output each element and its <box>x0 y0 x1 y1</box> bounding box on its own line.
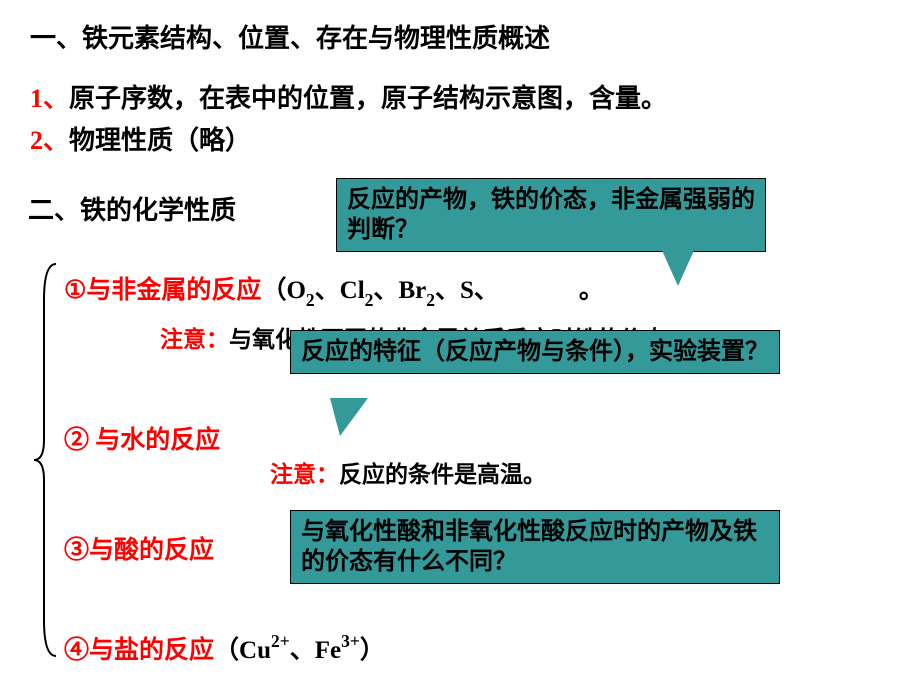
callout-1: 反应的产物，铁的价态，非金属强弱的判断？ <box>336 178 766 252</box>
sub4-Cu-charge: 2+ <box>271 631 290 651</box>
callout-2: 反应的特征（反应产物与条件），实验装置？ <box>290 330 780 374</box>
sub1-S: S <box>460 277 474 304</box>
sub2-text: 与水的反应 <box>95 427 220 454</box>
sub3-num: ③ <box>64 537 89 564</box>
sub4-Cu: Cu <box>239 637 271 664</box>
sub1-Br2: 2 <box>426 290 435 310</box>
sub-item-4: ④与盐的反应（Cu2+、Fe3+） <box>64 630 385 666</box>
sep4: 、 <box>474 277 499 304</box>
sub4-Fe: Fe <box>315 637 341 664</box>
sub4-paren-open: （ <box>214 637 239 664</box>
callout2-tail <box>330 398 368 436</box>
sub4-num: ④ <box>64 637 89 664</box>
callout1-text: 反应的产物，铁的价态，非金属强弱的判断？ <box>347 186 755 243</box>
slide-content: 一、铁元素结构、位置、存在与物理性质概述 1、原子序数，在表中的位置，原子结构示… <box>0 0 920 690</box>
note-2: 注意：反应的条件是高温。 <box>270 455 546 489</box>
sub1-paren: （ <box>261 277 286 304</box>
sub1-Cl: Cl <box>340 277 365 304</box>
sub1-Cl2: 2 <box>365 290 374 310</box>
heading-2: 二、铁的化学性质 <box>28 190 236 227</box>
sub1-end: 。 <box>579 277 604 304</box>
note2-text: 反应的条件是高温。 <box>339 462 546 487</box>
sub4-paren-close: ） <box>360 637 385 664</box>
sub3-text: 与酸的反应 <box>89 537 214 564</box>
item-2: 2、物理性质（略） <box>30 120 251 157</box>
item1-text: 原子序数，在表中的位置，原子结构示意图，含量。 <box>69 84 667 113</box>
sub1-O2: 2 <box>306 290 315 310</box>
sub-item-2: ② 与水的反应 <box>64 420 220 456</box>
callout-3: 与氧化性酸和非氧化性酸反应时的产物及铁的价态有什么不同？ <box>290 510 780 584</box>
callout2-text: 反应的特征（反应产物与条件），实验装置？ <box>301 338 769 365</box>
note2-label: 注意： <box>270 462 339 487</box>
sep3: 、 <box>435 277 460 304</box>
sub1-Br: Br <box>398 277 426 304</box>
sub4-text: 与盐的反应 <box>89 637 214 664</box>
item2-num: 2、 <box>30 126 69 155</box>
heading-1: 一、铁元素结构、位置、存在与物理性质概述 <box>30 18 550 55</box>
sep5: 、 <box>290 637 315 664</box>
sub1-num: ① <box>64 277 86 304</box>
callout1-tail <box>660 246 696 286</box>
sep1: 、 <box>315 277 340 304</box>
sub1-text-a: 与非金属的反应 <box>86 277 261 304</box>
sub-item-1: ①与非金属的反应（O2、Cl2、Br2、S、。 <box>64 270 604 309</box>
item-1: 1、原子序数，在表中的位置，原子结构示意图，含量。 <box>30 78 667 115</box>
sub2-num: ② <box>64 427 89 454</box>
sep2: 、 <box>373 277 398 304</box>
sub-item-3: ③与酸的反应 <box>64 530 214 566</box>
note1-label: 注意： <box>160 327 229 352</box>
item2-text: 物理性质（略） <box>69 126 251 155</box>
sub1-O: O <box>286 277 305 304</box>
item1-num: 1、 <box>30 84 69 113</box>
sub4-Fe-charge: 3+ <box>341 631 360 651</box>
brace-icon <box>32 260 62 660</box>
callout3-text: 与氧化性酸和非氧化性酸反应时的产物及铁的价态有什么不同？ <box>301 518 757 575</box>
